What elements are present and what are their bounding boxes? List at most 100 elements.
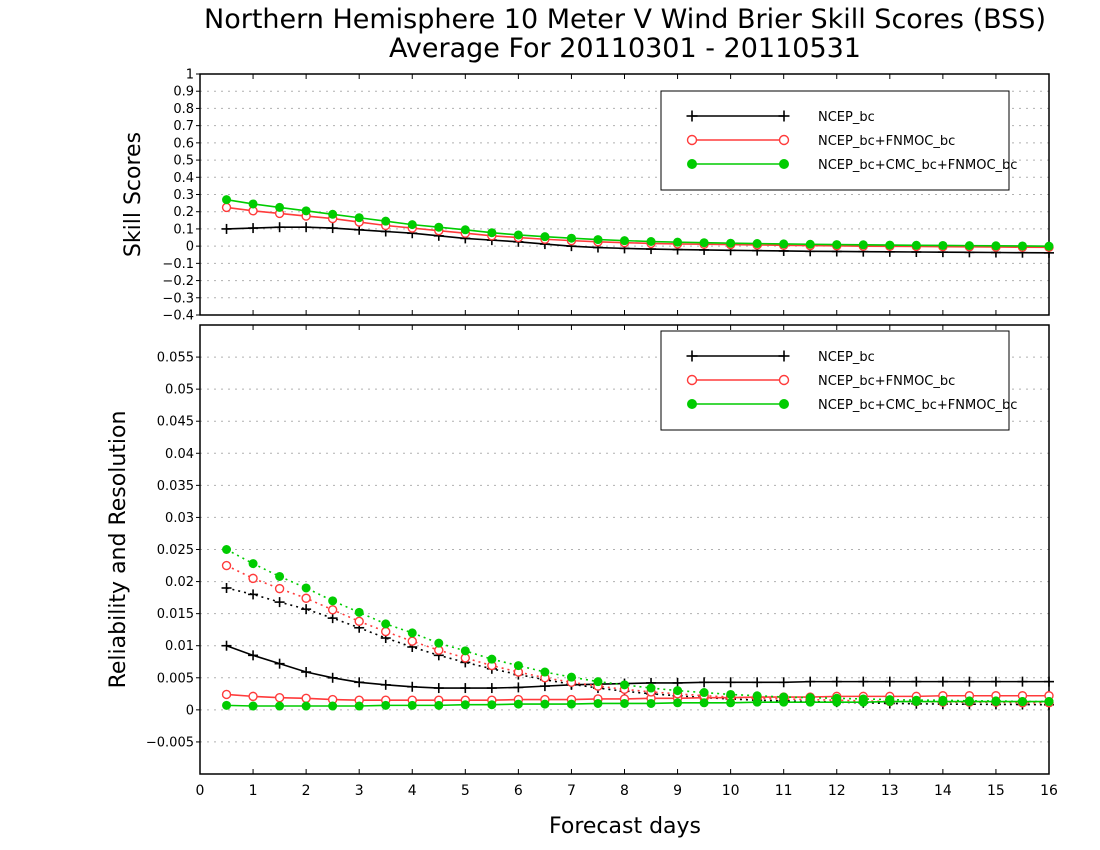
legend-entry: NCEP_bc+FNMOC_bc xyxy=(686,374,955,389)
x-tick-label: 11 xyxy=(775,783,793,799)
y-tick-label: 0.045 xyxy=(157,415,194,430)
data-point-filled-circle xyxy=(699,238,709,248)
data-point-filled-circle xyxy=(805,693,815,703)
data-point-filled-circle xyxy=(1044,241,1054,251)
data-point-filled-circle xyxy=(328,701,338,711)
data-point-filled-circle xyxy=(885,240,895,250)
data-point-filled-circle xyxy=(434,700,444,710)
x-tick-label: 1 xyxy=(249,783,258,799)
data-point-filled-circle xyxy=(566,233,576,243)
y-tick-label: 0.025 xyxy=(157,543,194,558)
data-point-plus xyxy=(513,682,524,693)
data-point-filled-circle xyxy=(991,241,1001,251)
data-point-filled-circle xyxy=(620,680,629,690)
data-point-filled-circle xyxy=(911,240,921,250)
plot-frame xyxy=(199,324,1050,775)
data-point-filled-circle xyxy=(938,695,948,705)
y-tick-label: −0.005 xyxy=(146,735,194,750)
data-point-filled-circle xyxy=(726,689,736,699)
data-point-filled-circle xyxy=(407,700,417,710)
x-tick-label: 12 xyxy=(828,783,846,799)
data-point-filled-circle xyxy=(805,239,815,249)
data-point-open-circle xyxy=(221,560,232,571)
y-axis-label: Reliability and Resolution xyxy=(106,411,131,689)
legend: NCEP_bc NCEP_bc+FNMOC_bc NCEP_bc+CMC_bc+FN… xyxy=(660,90,1017,191)
data-point-open-circle xyxy=(778,134,790,146)
y-tick-label: 0.2 xyxy=(173,205,194,220)
data-point-filled-circle xyxy=(832,240,842,250)
x-tick-label: 13 xyxy=(881,783,899,799)
data-point-filled-circle xyxy=(513,230,523,240)
data-point-filled-circle xyxy=(434,638,444,648)
data-point-filled-circle xyxy=(646,683,656,693)
y-tick-label: 0.7 xyxy=(173,119,194,134)
data-point-plus xyxy=(699,677,710,688)
x-tick-label: 5 xyxy=(461,783,470,799)
series-0-solid xyxy=(221,640,1054,694)
data-point-filled-circle xyxy=(1044,697,1054,707)
x-tick-label: 0 xyxy=(196,783,205,799)
data-point-plus xyxy=(274,222,285,233)
data-point-plus xyxy=(884,676,895,687)
data-point-filled-circle xyxy=(566,672,576,682)
data-point-open-circle xyxy=(248,573,258,584)
data-point-filled-circle xyxy=(779,692,789,702)
legend-label: NCEP_bc+FNMOC_bc xyxy=(818,374,955,389)
data-point-plus xyxy=(460,683,471,694)
data-point-plus xyxy=(990,676,1001,687)
data-point-plus xyxy=(778,350,790,362)
data-point-filled-circle xyxy=(699,688,709,698)
data-point-filled-circle xyxy=(673,686,683,696)
data-point-open-circle xyxy=(686,134,698,146)
data-point-plus xyxy=(221,223,232,234)
y-tick-label: 0.03 xyxy=(165,511,194,526)
data-point-filled-circle xyxy=(513,699,523,709)
data-point-filled-circle xyxy=(752,239,762,249)
data-point-filled-circle xyxy=(222,545,232,554)
data-point-filled-circle xyxy=(779,239,789,249)
legend-label: NCEP_bc xyxy=(818,350,875,365)
data-point-plus xyxy=(327,613,338,624)
data-point-plus xyxy=(248,650,259,661)
y-tick-label: 0.1 xyxy=(173,222,194,237)
y-tick-label: −0.3 xyxy=(162,291,194,306)
y-tick-label: 0.4 xyxy=(173,171,194,186)
data-point-filled-circle xyxy=(566,699,576,709)
data-point-filled-circle xyxy=(460,225,470,235)
data-point-filled-circle xyxy=(991,696,1001,706)
data-point-plus xyxy=(858,676,869,687)
x-tick-label: 2 xyxy=(302,783,311,799)
y-tick-label: 1 xyxy=(186,68,194,83)
data-point-plus xyxy=(1017,676,1028,687)
data-point-filled-circle xyxy=(726,238,736,248)
chart-title-line2: Average For 20110301 - 20110531 xyxy=(389,33,861,64)
data-point-plus xyxy=(1044,676,1054,687)
data-point-plus xyxy=(301,667,312,678)
data-point-filled-circle xyxy=(832,693,842,703)
data-point-filled-circle xyxy=(911,695,921,705)
data-point-filled-circle xyxy=(687,399,697,409)
data-point-filled-circle xyxy=(487,654,497,664)
x-tick-label: 16 xyxy=(1040,783,1058,799)
data-point-filled-circle xyxy=(301,701,311,711)
data-point-filled-circle xyxy=(222,700,232,710)
data-point-filled-circle xyxy=(248,701,258,711)
data-point-filled-circle xyxy=(301,206,311,216)
data-point-plus xyxy=(248,589,259,600)
y-tick-label: −0.1 xyxy=(162,257,194,272)
legend-entry: NCEP_bc xyxy=(686,350,875,365)
legend: NCEP_bc NCEP_bc+FNMOC_bc NCEP_bc+CMC_bc+FN… xyxy=(660,330,1017,431)
data-point-plus xyxy=(911,676,922,687)
data-point-filled-circle xyxy=(381,619,391,629)
x-axis-label: Forecast days xyxy=(549,814,701,839)
data-point-filled-circle xyxy=(354,213,364,223)
y-tick-label: 0.9 xyxy=(173,85,194,100)
data-point-filled-circle xyxy=(354,701,364,711)
series-5-dotted xyxy=(222,545,1054,707)
data-point-plus xyxy=(686,110,698,122)
data-point-filled-circle xyxy=(646,698,656,708)
y-tick-label: 0.6 xyxy=(173,136,194,151)
data-point-filled-circle xyxy=(407,628,417,638)
data-point-plus xyxy=(725,677,736,688)
